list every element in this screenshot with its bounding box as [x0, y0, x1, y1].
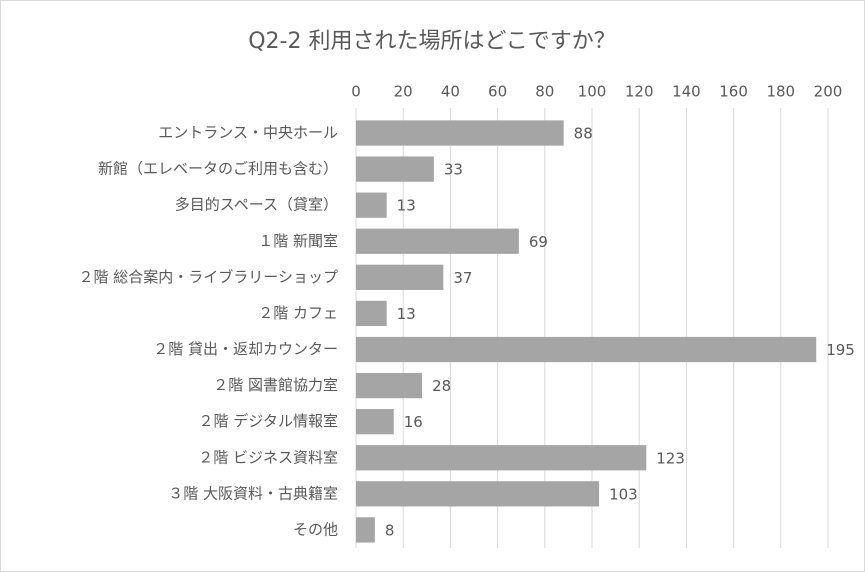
- x-tick-label: 40: [441, 83, 460, 101]
- bar: [356, 336, 817, 363]
- bar: [356, 372, 423, 399]
- y-tick-label: ２階 総合案内・ライブラリーショップ: [79, 268, 338, 286]
- y-tick-label: ２階 貸出・返却カウンター: [153, 340, 338, 358]
- bar: [356, 264, 444, 290]
- bar: [356, 156, 434, 182]
- y-tick-label: その他: [293, 520, 338, 538]
- y-tick-label: ２階 カフェ: [258, 304, 338, 322]
- x-tick-label: 160: [719, 83, 748, 101]
- value-label: 33: [444, 161, 463, 179]
- value-label: 16: [404, 413, 423, 431]
- value-label: 13: [397, 305, 416, 323]
- bar: [356, 517, 375, 543]
- bar: [356, 192, 387, 218]
- y-tick-label: 新館（エレベータのご利用も含む）: [98, 160, 338, 178]
- x-tick-label: 80: [535, 83, 554, 101]
- x-tick-label: 140: [672, 83, 701, 101]
- bar: [356, 409, 394, 435]
- y-tick-label: １階 新聞室: [258, 232, 338, 250]
- y-tick-label: ３階 大阪資料・古典籍室: [168, 484, 338, 502]
- bar: [356, 300, 387, 327]
- y-tick-label: ２階 デジタル情報室: [199, 412, 338, 430]
- y-tick-label: 多目的スペース（貸室）: [175, 196, 338, 214]
- value-label: 13: [397, 197, 416, 215]
- y-tick-label: エントランス・中央ホール: [158, 124, 338, 142]
- value-label: 123: [656, 449, 685, 467]
- bar: [356, 445, 647, 471]
- value-label: 37: [453, 269, 472, 287]
- chart-title: Q2-2 利用された場所はどこですか？: [248, 29, 616, 54]
- value-label: 8: [385, 521, 395, 539]
- y-tick-label: ２階 ビジネス資料室: [198, 448, 338, 466]
- value-label: 69: [529, 233, 548, 251]
- x-tick-label: 0: [351, 83, 361, 101]
- value-label: 195: [826, 341, 855, 359]
- value-label: 88: [574, 125, 593, 143]
- x-tick-label: 60: [488, 83, 507, 101]
- y-tick-label: ２階 図書館協力室: [213, 376, 338, 394]
- bar: [356, 120, 564, 146]
- value-label: 103: [609, 485, 638, 503]
- x-tick-label: 200: [814, 83, 843, 101]
- x-tick-label: 180: [766, 83, 795, 101]
- bar: [356, 228, 519, 254]
- x-tick-label: 100: [578, 83, 607, 101]
- x-tick-label: 120: [625, 83, 654, 101]
- x-tick-label: 20: [394, 83, 413, 101]
- bar: [356, 481, 600, 507]
- value-label: 28: [432, 377, 451, 395]
